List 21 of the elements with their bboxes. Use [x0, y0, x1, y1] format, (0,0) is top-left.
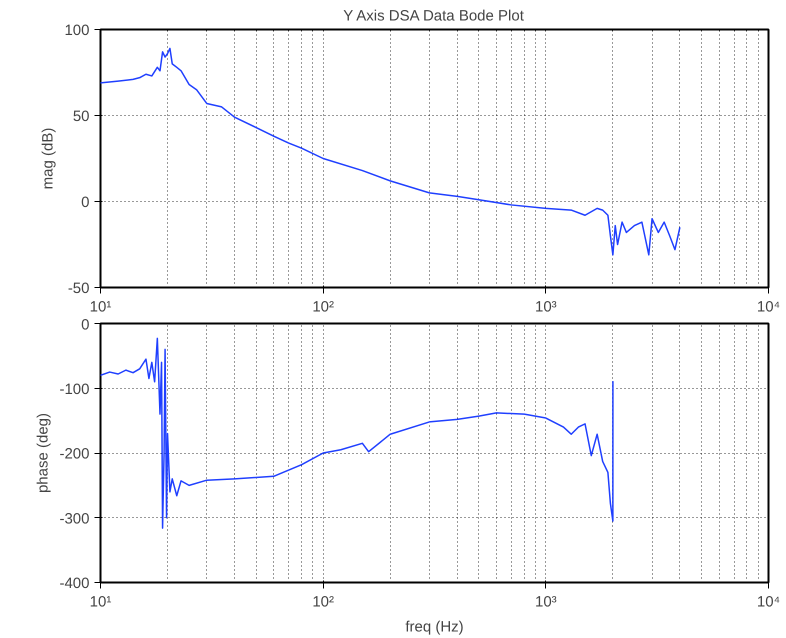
x-axis-title: freq (Hz) — [405, 618, 464, 636]
y-tick-label: -200 — [59, 446, 90, 462]
y-tick-label: -100 — [59, 380, 90, 398]
x-tick-label: 10² — [312, 298, 334, 316]
x-tick-label: 10⁴ — [756, 594, 780, 610]
y-tick-label: -300 — [59, 510, 90, 528]
y-axis-title: mag (dB) — [39, 128, 56, 190]
x-tick-label: 10¹ — [90, 594, 112, 610]
y-tick-label: -50 — [68, 280, 90, 297]
y-tick-label: 0 — [81, 316, 90, 334]
chart-title: Y Axis DSA Data Bode Plot — [343, 8, 525, 24]
x-tick-label: 10³ — [534, 594, 557, 610]
y-tick-label: 100 — [64, 22, 90, 39]
y-axis-title: phase (deg) — [34, 412, 52, 494]
x-tick-label: 10³ — [534, 298, 557, 316]
x-tick-label: 10⁴ — [756, 298, 780, 316]
x-tick-label: 10¹ — [90, 298, 112, 316]
y-tick-label: 0 — [81, 194, 90, 211]
x-tick-label: 10² — [312, 594, 334, 610]
y-tick-label: 50 — [72, 108, 90, 125]
y-tick-label: -400 — [59, 575, 90, 592]
